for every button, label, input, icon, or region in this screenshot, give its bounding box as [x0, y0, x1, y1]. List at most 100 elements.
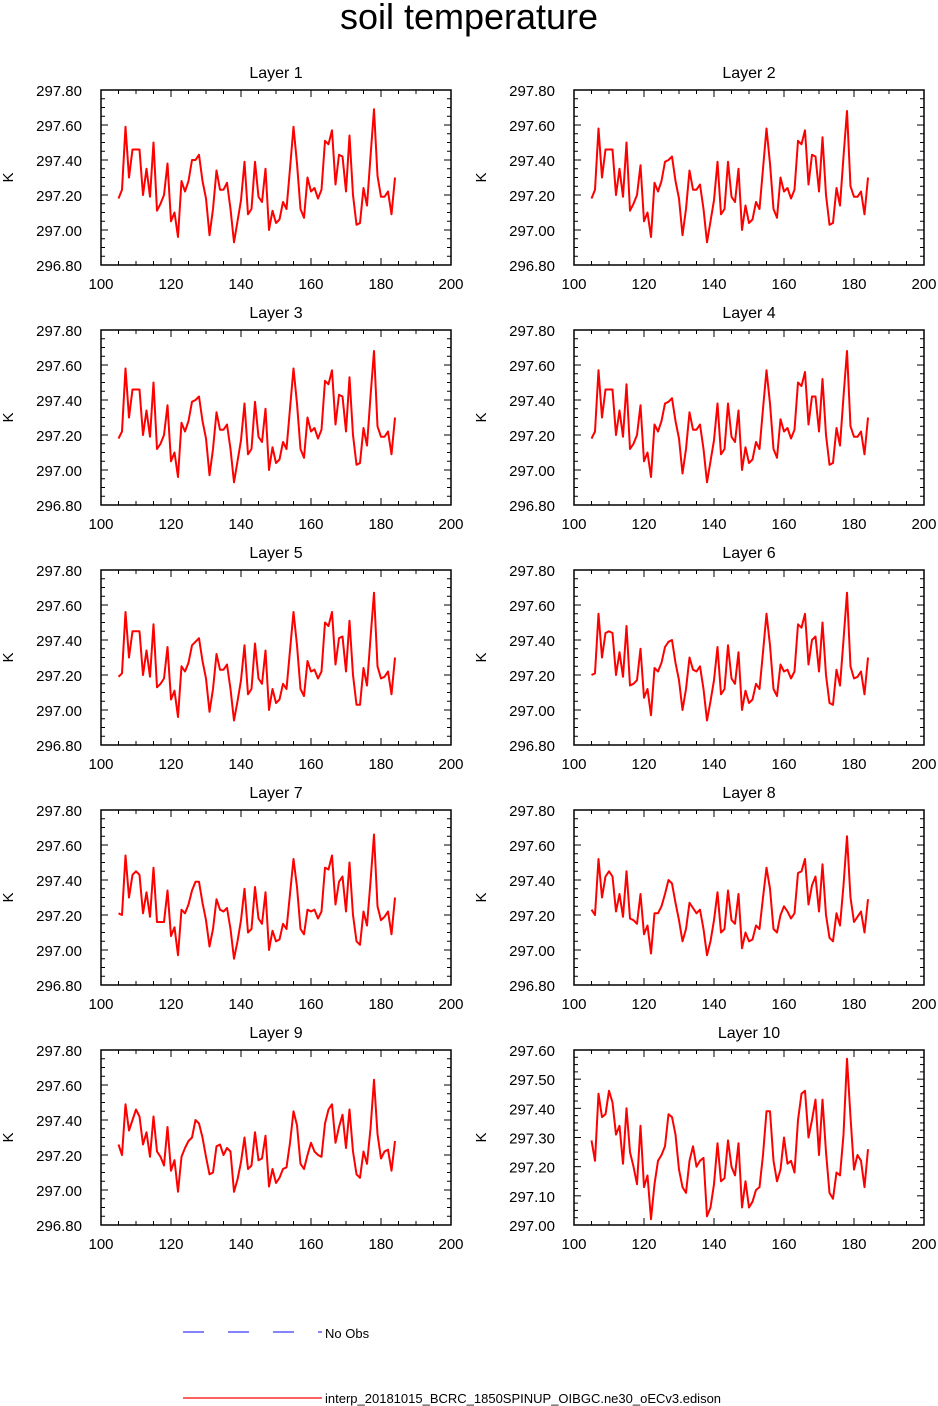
plot-frame: [100, 1049, 452, 1226]
y-tick-label: 297.00: [509, 463, 555, 480]
panel-title: Layer 6: [722, 545, 775, 562]
x-tick-label: 140: [228, 276, 253, 293]
panel-title: Layer 1: [249, 65, 302, 82]
y-tick-label: 297.00: [36, 943, 82, 960]
y-tick-label: 297.60: [509, 598, 555, 615]
y-tick-label: 297.40: [509, 873, 555, 890]
y-tick-label: 297.80: [509, 563, 555, 580]
series-line: [117, 350, 396, 484]
y-tick-label: 297.20: [36, 428, 82, 445]
y-tick-label: 297.20: [509, 428, 555, 445]
y-tick-label: 297.80: [36, 1043, 82, 1060]
x-tick-label: 100: [561, 1236, 586, 1253]
plot-frame: [573, 89, 925, 266]
panel-1: Layer 1 K 100 120 140 160 180 200 296.80 297.00 29…: [0, 65, 464, 293]
x-tick-label: 160: [298, 1236, 323, 1253]
panel-7: Layer 7 K 100 120 140 160 180 200 296.80 297.00 29…: [0, 785, 464, 1013]
x-tick-label: 140: [701, 1236, 726, 1253]
x-tick-label: 160: [298, 276, 323, 293]
y-tick-label: 297.00: [36, 1183, 82, 1200]
page-title: soil temperature: [339, 0, 599, 37]
y-tick-label: 297.60: [509, 1043, 555, 1060]
y-axis-label: K: [473, 412, 490, 422]
x-tick-label: 120: [631, 756, 656, 773]
y-tick-label: 297.60: [509, 838, 555, 855]
plot-frame: [573, 809, 925, 986]
x-tick-label: 160: [771, 516, 796, 533]
x-tick-label: 140: [701, 516, 726, 533]
y-tick-label: 297.40: [509, 393, 555, 410]
y-tick-label: 297.80: [509, 323, 555, 340]
y-axis-label: K: [0, 1132, 17, 1142]
y-axis-label: K: [473, 652, 490, 662]
y-tick-label: 297.80: [36, 323, 82, 340]
y-tick-label: 297.10: [509, 1189, 555, 1206]
y-tick-label: 297.20: [509, 1160, 555, 1177]
x-tick-label: 160: [298, 996, 323, 1013]
y-tick-label: 296.80: [36, 978, 82, 995]
x-tick-label: 120: [158, 276, 183, 293]
x-tick-label: 120: [631, 996, 656, 1013]
y-tick-label: 297.60: [36, 1078, 82, 1095]
x-tick-label: 140: [701, 756, 726, 773]
y-tick-label: 297.20: [509, 188, 555, 205]
x-tick-label: 180: [841, 1236, 866, 1253]
y-tick-label: 297.60: [509, 118, 555, 135]
series-line: [591, 591, 869, 722]
x-tick-label: 180: [368, 996, 393, 1013]
x-tick-label: 140: [228, 516, 253, 533]
y-tick-label: 297.40: [36, 633, 82, 650]
panel-10: Layer 10 K 100 120 140 160 180 200 297.00 297.10 2…: [473, 1025, 937, 1253]
x-tick-label: 160: [771, 996, 796, 1013]
x-tick-label: 120: [158, 516, 183, 533]
x-tick-label: 200: [438, 516, 463, 533]
y-tick-label: 297.00: [509, 1218, 555, 1235]
series-line: [117, 108, 396, 244]
x-tick-label: 200: [911, 1236, 936, 1253]
x-tick-label: 180: [368, 756, 393, 773]
x-tick-label: 200: [438, 996, 463, 1013]
x-tick-label: 160: [771, 1236, 796, 1253]
y-tick-label: 297.40: [36, 1113, 82, 1130]
y-tick-label: 297.60: [36, 118, 82, 135]
x-tick-label: 160: [771, 756, 796, 773]
x-tick-label: 180: [368, 516, 393, 533]
y-tick-label: 296.80: [36, 1218, 82, 1235]
x-tick-label: 140: [228, 996, 253, 1013]
panel-title: Layer 5: [249, 545, 302, 562]
panel-title: Layer 7: [249, 785, 302, 802]
x-tick-label: 180: [368, 1236, 393, 1253]
x-tick-label: 140: [228, 1236, 253, 1253]
legend-label-no-obs: No Obs: [325, 1326, 370, 1341]
x-tick-label: 160: [771, 276, 796, 293]
x-tick-label: 200: [438, 276, 463, 293]
plot-frame: [100, 809, 452, 986]
x-tick-label: 140: [701, 996, 726, 1013]
y-tick-label: 297.00: [509, 223, 555, 240]
panel-title: Layer 9: [249, 1025, 302, 1042]
y-tick-label: 297.40: [509, 153, 555, 170]
y-tick-label: 297.50: [509, 1072, 555, 1089]
x-tick-label: 120: [158, 1236, 183, 1253]
y-tick-label: 297.00: [509, 943, 555, 960]
y-tick-label: 297.00: [509, 703, 555, 720]
series-line: [590, 1057, 869, 1221]
x-tick-label: 100: [88, 1236, 113, 1253]
y-tick-label: 297.20: [36, 908, 82, 925]
x-tick-label: 140: [228, 756, 253, 773]
x-tick-label: 100: [88, 516, 113, 533]
y-tick-label: 297.20: [36, 1148, 82, 1165]
x-tick-label: 100: [561, 276, 586, 293]
panel-2: Layer 2 K 100 120 140 160 180 200 296.80 297.00 29…: [473, 65, 937, 293]
series-line: [117, 591, 396, 722]
panel-6: Layer 6 K 100 120 140 160 180 200 296.80 297.00 29…: [473, 545, 937, 773]
plot-frame: [100, 569, 452, 746]
plot-frame: [573, 569, 925, 746]
y-tick-label: 297.80: [36, 563, 82, 580]
y-tick-label: 297.00: [36, 463, 82, 480]
series-line: [118, 833, 396, 960]
y-axis-label: K: [473, 172, 490, 182]
y-tick-label: 297.40: [36, 393, 82, 410]
panel-title: Layer 3: [249, 305, 302, 322]
panel-8: Layer 8 K 100 120 140 160 180 200 296.80 297.00 29…: [473, 785, 937, 1013]
